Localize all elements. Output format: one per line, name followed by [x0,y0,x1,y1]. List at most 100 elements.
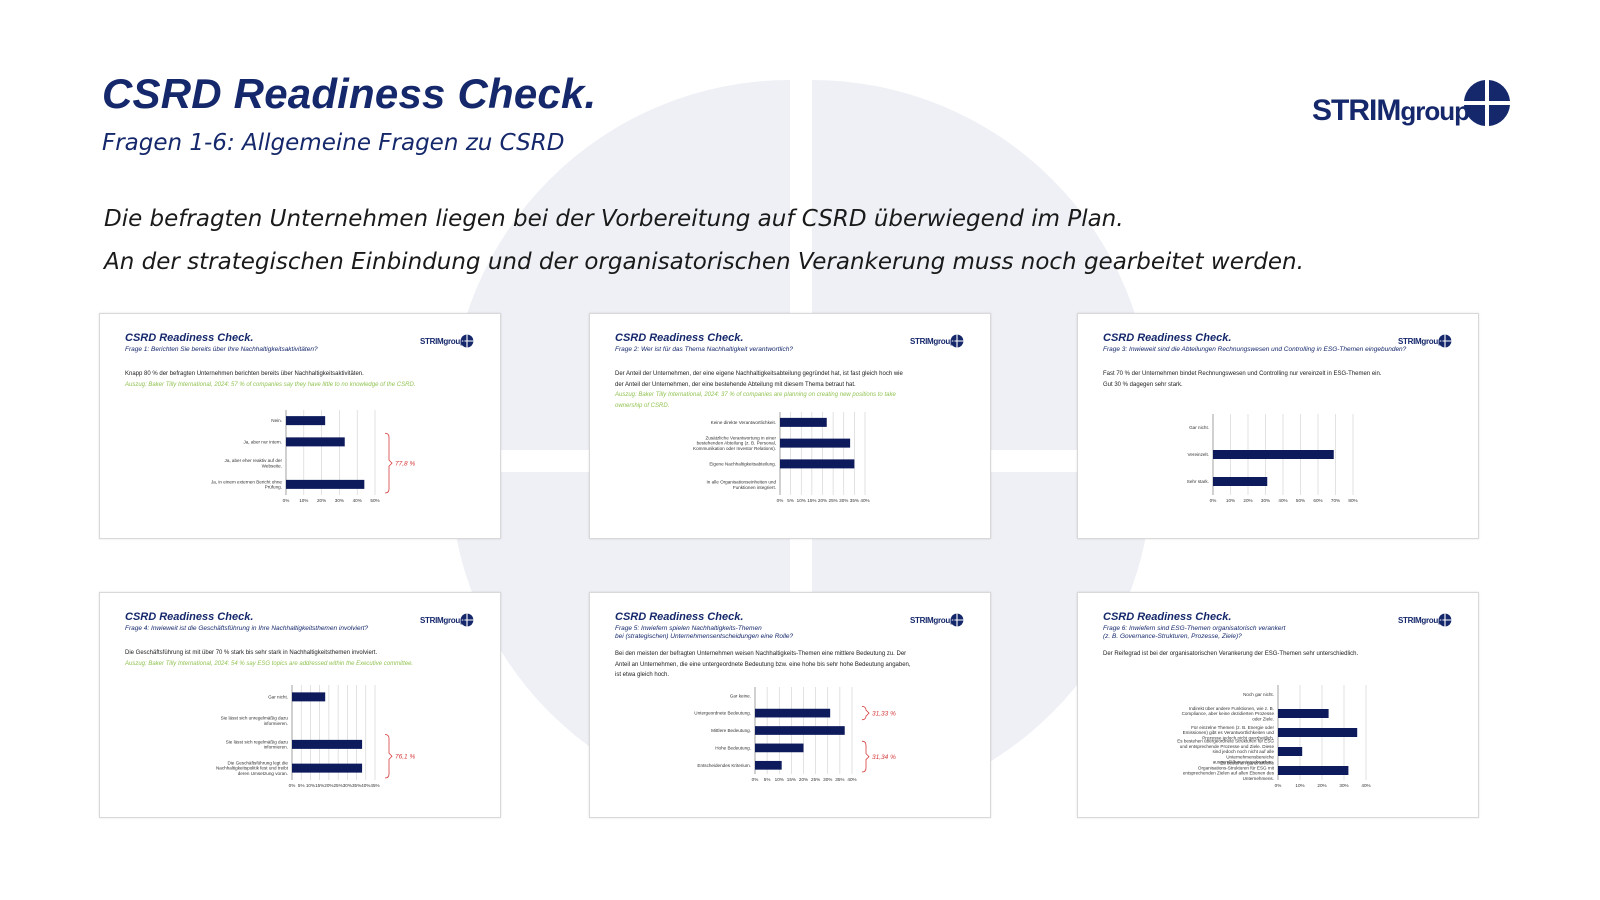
x-tick-label: 40% [1278,498,1287,503]
category-label: Sie lässt sich regelmäßig dazu informiere… [226,739,289,749]
x-tick-label: 10% [775,777,784,782]
category-label: Eigene Nachhaltigkeitsabteilung. [709,461,776,466]
bar [755,726,845,735]
card-logo: STRIMgroup [910,334,966,350]
x-tick-label: 35% [352,783,361,788]
x-tick-label: 30% [343,783,352,788]
logo-prefix: STRIM [1312,94,1401,127]
annotation-label: 31,34 % [872,754,896,761]
x-tick-label: 40% [860,498,869,503]
bar [780,438,851,448]
bar [1278,709,1329,718]
bar [292,763,363,773]
slide-thumbnail-frage-6[interactable]: CSRD Readiness Check. Frage 6: Inwiefern… [1077,592,1479,818]
category-label: Mittlere Bedeutung. [711,728,751,733]
slide-thumbnail-frage-5[interactable]: CSRD Readiness Check. Frage 5: Inwiefern… [589,592,991,818]
card-title: CSRD Readiness Check. [125,332,254,344]
bar [286,479,365,489]
x-tick-label: 30% [1261,498,1270,503]
x-tick-label: 10% [306,783,315,788]
x-tick-label: 0% [1210,498,1217,503]
bar [1213,450,1334,459]
card-title: CSRD Readiness Check. [125,611,254,623]
annotation-bracket [861,706,870,721]
category-label: Keine direkte Verantwortlichkeit. [711,420,776,425]
bar [1278,766,1349,775]
category-label: Untergeordnete Bedeutung. [694,711,751,716]
x-tick-label: 0% [1275,783,1282,788]
card-source: Auszug: Baker Tilly International, 2024:… [615,392,896,409]
x-tick-label: 20% [317,498,326,503]
logo-mark-icon [460,613,474,627]
x-tick-label: 35% [850,498,859,503]
card-title: CSRD Readiness Check. [615,611,744,623]
category-label: Indirekt über andere Funktionen, wie z. … [1182,706,1275,721]
card-logo: STRIMgroup [910,613,966,629]
x-tick-label: 40% [353,498,362,503]
x-tick-label: 40% [1361,783,1370,788]
card-question: Frage 1: Berichten Sie bereits über Ihre… [125,346,318,353]
bar-chart: 0% 10% 20% 30% 40% 50% 60% 70% 80% Gar nicht. Vere… [1187,414,1358,503]
x-tick-label: 10% [1295,783,1304,788]
x-tick-label: 30% [335,498,344,503]
slide-thumbnail-frage-1[interactable]: CSRD Readiness Check. Frage 1: Berichten… [99,313,501,539]
annotation-bracket [384,432,393,494]
x-tick-label: 10% [1226,498,1235,503]
slide-thumbnail-frage-3[interactable]: CSRD Readiness Check. Frage 3: Inwieweit… [1077,313,1479,539]
card-logo: STRIMgroup [420,334,476,350]
x-tick-label: 70% [1331,498,1340,503]
category-label: Gar nicht. [268,694,288,699]
slide-thumbnail-frage-2[interactable]: CSRD Readiness Check. Frage 2: Wer ist f… [589,313,991,539]
logo-mark-icon [1464,80,1510,126]
card-logo: STRIMgroup [1398,613,1454,629]
card-title: CSRD Readiness Check. [615,332,744,344]
category-label: Vereinzelt. [1188,452,1209,457]
x-tick-label: 30% [823,777,832,782]
x-tick-label: 25% [829,498,838,503]
x-tick-label: 5% [298,783,305,788]
bar [780,459,855,469]
bar [292,692,326,702]
category-label: Noch gar nicht. [1243,692,1274,697]
card-summary: Der Reifegrad ist bei der organisatorisc… [1103,651,1359,657]
category-label: Es bestehen ganzheitliche Organisations-S… [1183,760,1275,781]
x-tick-label: 0% [777,498,784,503]
strimgroup-logo: STRIMgroup [1312,78,1512,134]
category-label: Ja, in einem externen Bericht ohne Prüfun… [211,479,282,489]
card-summary: Der Anteil der Unternehmen, der eine eig… [615,371,903,388]
card-title: CSRD Readiness Check. [1103,611,1232,623]
slide-thumbnail-frage-4[interactable]: CSRD Readiness Check. Frage 4: Inwieweit… [99,592,501,818]
x-tick-label: 15% [787,777,796,782]
x-tick-label: 50% [1296,498,1305,503]
bar [780,417,827,427]
x-tick-label: 15% [807,498,816,503]
logo-suffix: group [1400,96,1470,126]
card-summary: Bei den meisten der befragten Unternehme… [615,651,911,678]
x-tick-label: 50% [370,498,379,503]
card-source: Auszug: Baker Tilly International, 2024:… [125,661,414,667]
intro-line: Die befragten Unternehmen liegen bei der… [104,206,1124,232]
intro-line: An der strategischen Einbindung und der … [104,249,1304,275]
bar [755,760,782,770]
category-label: Gar keine. [730,693,751,698]
bar [1213,477,1268,486]
card-question: Frage 2: Wer ist für das Thema Nachhalti… [615,346,793,353]
x-tick-label: 20% [818,498,827,503]
x-tick-label: 10% [299,498,308,503]
category-label: Es bestehen übergeordnete Strukturen für… [1177,739,1274,765]
bar-chart: 0% 5% 10% 15% 20% 25% 30% 35% 40% Keine direkte V… [693,412,870,503]
category-label: Ja, aber nur intern. [243,439,282,444]
category-label: Für einzelne Themen (z. B. Energie oder E… [1183,725,1275,740]
card-question: Frage 5: Inwiefern spielen Nachhaltigkei… [615,625,794,640]
x-tick-label: 0% [283,498,290,503]
annotation-label: 31,33 % [872,710,896,717]
x-tick-label: 40% [847,777,856,782]
x-tick-label: 40% [361,783,370,788]
card-logo: STRIMgroup [1398,334,1454,350]
logo-mark-icon [950,334,964,348]
bar-chart: 0% 10% 20% 30% 40% Noch gar nicht. Indirekt üb… [1177,685,1371,788]
x-tick-label: 5% [764,777,771,782]
bar [1278,728,1358,737]
card-summary: Die Geschäftsführung ist mit über 70 % s… [125,650,378,656]
card-question: Frage 4: Inwieweit ist die Geschäftsführ… [125,625,369,632]
